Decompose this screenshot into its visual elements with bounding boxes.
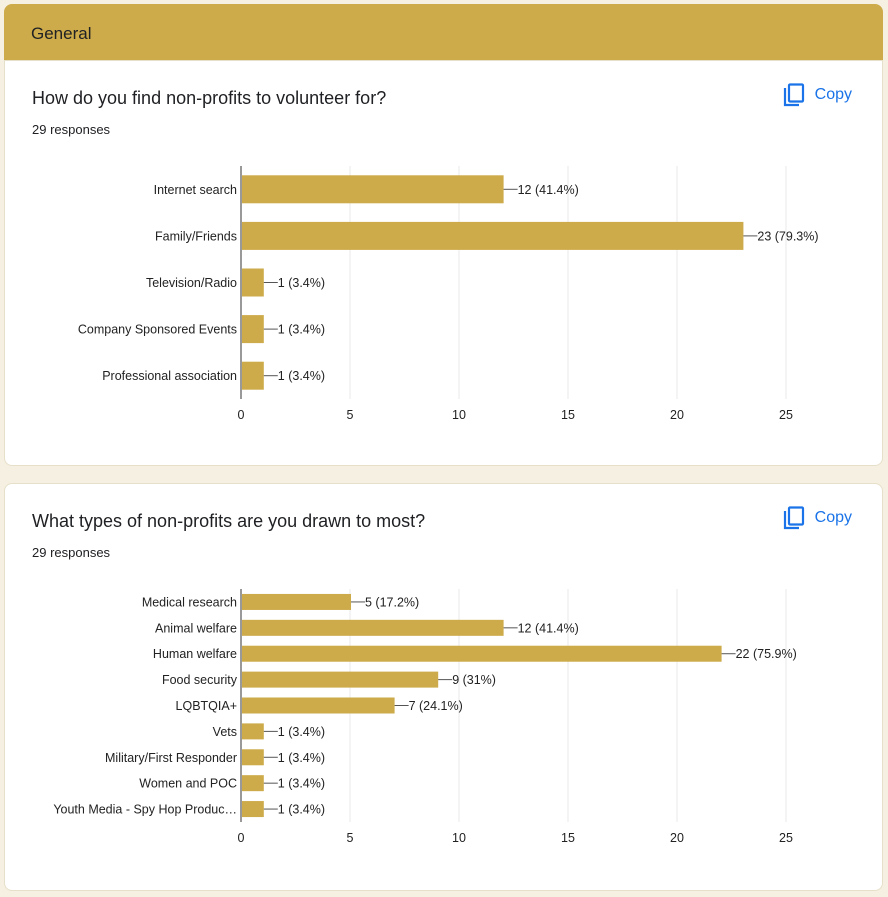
category-label: Company Sponsored Events (78, 323, 237, 337)
question-title: What types of non-profits are you drawn … (32, 511, 426, 531)
bar (242, 749, 264, 766)
bar (242, 645, 722, 662)
copy-button[interactable]: Copy (783, 504, 852, 532)
data-label: 1 (3.4%) (278, 725, 325, 739)
x-tick-label: 25 (779, 408, 793, 422)
copy-label: Copy (814, 509, 852, 526)
bar (242, 619, 504, 636)
x-tick-label: 15 (561, 831, 575, 845)
response-count: 29 responses (32, 122, 111, 137)
category-label: Women and POC (139, 777, 237, 791)
category-label: Internet search (154, 183, 237, 197)
question-title: How do you find non-profits to volunteer… (32, 88, 387, 108)
category-label: Food security (162, 673, 238, 687)
x-tick-label: 10 (452, 408, 466, 422)
category-label: LQBTQIA+ (176, 699, 237, 713)
x-tick-label: 20 (670, 831, 684, 845)
bar (242, 697, 395, 714)
bar (242, 175, 504, 204)
bar (242, 221, 744, 250)
data-label: 1 (3.4%) (278, 777, 325, 791)
copy-icon (783, 506, 804, 530)
response-count: 29 responses (32, 545, 111, 560)
x-tick-label: 10 (452, 831, 466, 845)
category-label: Youth Media - Spy Hop Produc… (53, 803, 237, 817)
section-header: General (4, 4, 883, 60)
copy-button[interactable]: Copy (783, 81, 852, 109)
category-label: Television/Radio (146, 276, 237, 290)
section-title: General (31, 24, 92, 43)
bar (242, 268, 264, 297)
category-label: Vets (213, 725, 237, 739)
data-label: 1 (3.4%) (278, 276, 325, 290)
question-card-1: How do you find non-profits to volunteer… (4, 60, 883, 466)
x-tick-label: 5 (347, 831, 354, 845)
bar (242, 315, 264, 344)
bar (242, 775, 264, 792)
bar (242, 361, 264, 390)
category-label: Animal welfare (155, 621, 237, 635)
data-label: 1 (3.4%) (278, 323, 325, 337)
data-label: 12 (41.4%) (518, 183, 579, 197)
x-tick-label: 5 (347, 408, 354, 422)
data-label: 5 (17.2%) (365, 595, 419, 609)
x-tick-label: 0 (238, 408, 245, 422)
x-tick-label: 0 (238, 831, 245, 845)
copy-label: Copy (814, 86, 852, 103)
data-label: 1 (3.4%) (278, 369, 325, 383)
bar (242, 801, 264, 818)
category-label: Military/First Responder (105, 751, 237, 765)
bar-chart: 0 5 10 15 20 25 Medical research 5 (17.2%) Anima… (53, 589, 797, 845)
bar (242, 593, 351, 610)
data-label: 1 (3.4%) (278, 803, 325, 817)
category-label: Family/Friends (155, 229, 237, 243)
bar-chart: 0 5 10 15 20 25 Internet search 12 (41.4%) Famil… (78, 166, 819, 422)
data-label: 1 (3.4%) (278, 751, 325, 765)
category-label: Medical research (142, 595, 237, 609)
bar (242, 723, 264, 740)
data-label: 9 (31%) (452, 673, 496, 687)
x-tick-label: 15 (561, 408, 575, 422)
bar (242, 671, 439, 688)
x-tick-label: 25 (779, 831, 793, 845)
data-label: 12 (41.4%) (518, 621, 579, 635)
data-label: 22 (75.9%) (736, 647, 797, 661)
data-label: 23 (79.3%) (757, 229, 818, 243)
category-label: Human welfare (153, 647, 237, 661)
data-label: 7 (24.1%) (409, 699, 463, 713)
question-card-2: What types of non-profits are you drawn … (4, 483, 883, 891)
category-label: Professional association (102, 369, 237, 383)
copy-icon (783, 83, 804, 107)
x-tick-label: 20 (670, 408, 684, 422)
